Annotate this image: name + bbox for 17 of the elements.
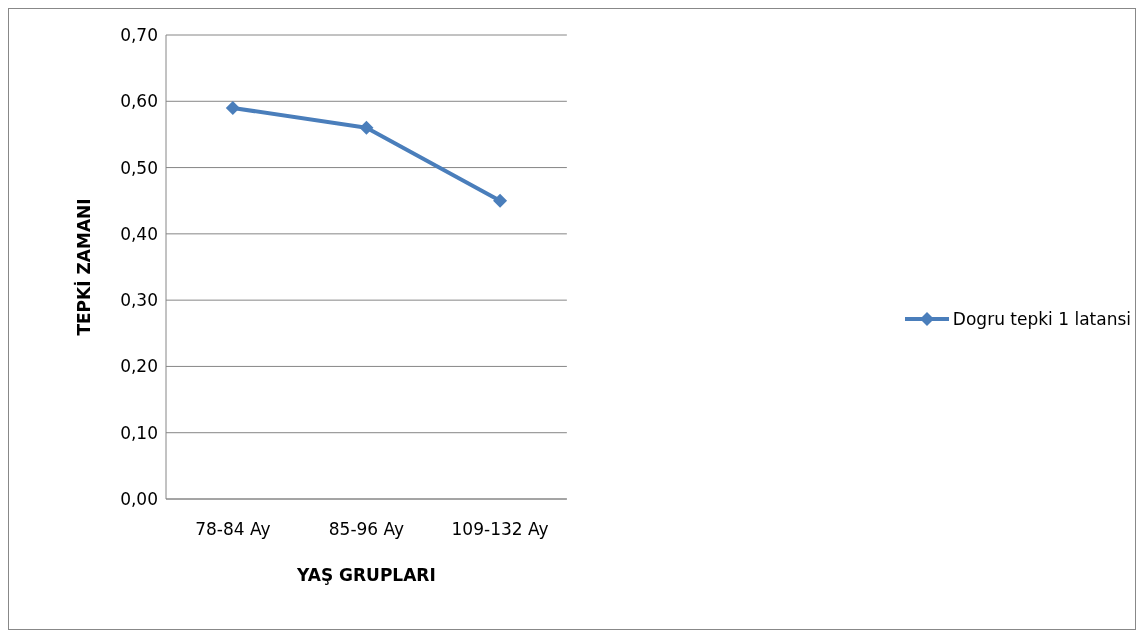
y-tick-label: 0,20 <box>120 356 158 377</box>
y-tick-label: 0,60 <box>120 91 158 112</box>
point <box>359 120 374 135</box>
x-tick-label: 78-84 Ay <box>195 519 271 540</box>
y-tick-label: 0,10 <box>120 422 158 443</box>
y-tick-label: 0,30 <box>120 290 158 311</box>
point <box>225 100 240 115</box>
x-tick-label: 109-132 Ay <box>451 519 549 540</box>
legend-label: Dogru tepki 1 latansi <box>952 309 1131 329</box>
y-axis-title: TEPKİ ZAMANI <box>73 198 95 336</box>
x-tick-label: 85-96 Ay <box>328 519 405 540</box>
x-axis-title: YAŞ GRUPLARI <box>296 565 436 586</box>
y-tick-label: 0,50 <box>120 157 158 178</box>
y-tick-label: 0,00 <box>120 489 158 510</box>
y-tick-label: 0,40 <box>120 223 158 244</box>
y-tick-label: 0,70 <box>120 25 158 46</box>
point <box>493 193 508 208</box>
